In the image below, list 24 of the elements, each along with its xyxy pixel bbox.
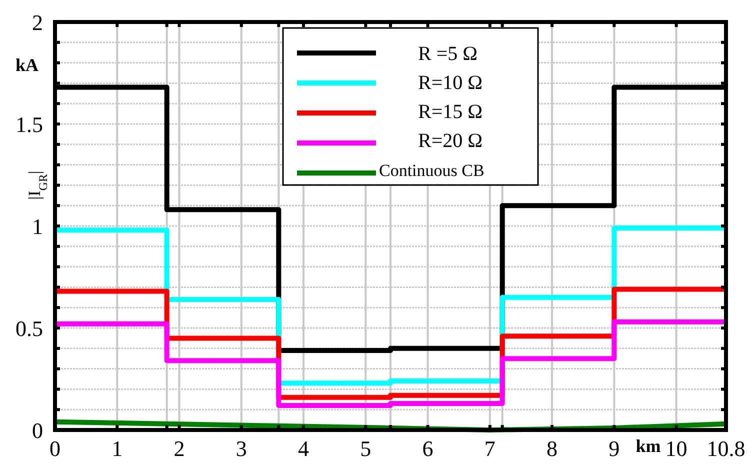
x-tick-label: 7: [484, 436, 496, 461]
legend-label: Continuous CB: [379, 161, 484, 180]
y-tick-label: 1.5: [16, 112, 43, 137]
y-tick-label: 2: [32, 10, 43, 35]
x-tick-label: 2: [174, 436, 185, 461]
x-tick-label: 0: [50, 436, 60, 461]
x-tick-label: 4: [298, 436, 310, 461]
y-tick-label: 0.5: [16, 316, 43, 341]
x-tick-label: 5: [360, 436, 372, 461]
x-tick-label: 10.8: [706, 436, 746, 461]
x-tick-label: 9: [608, 436, 620, 461]
text: kA: [15, 54, 39, 75]
legend-label: R=20 Ω: [418, 130, 482, 152]
x-tick-label: 3: [236, 436, 247, 461]
legend-label: R=15 Ω: [418, 101, 482, 123]
legend-label: R=10 Ω: [418, 72, 482, 94]
x-tick-label: 1: [112, 436, 123, 461]
legend-label: R =5 Ω: [418, 43, 478, 65]
x-tick-label: 6: [422, 436, 434, 461]
x-axis-title: km: [636, 436, 661, 456]
y-tick-label: 1: [32, 214, 43, 239]
x-tick-label: 10: [665, 436, 688, 461]
y-tick-label: 0: [32, 418, 43, 443]
x-tick-label: 8: [546, 436, 558, 461]
